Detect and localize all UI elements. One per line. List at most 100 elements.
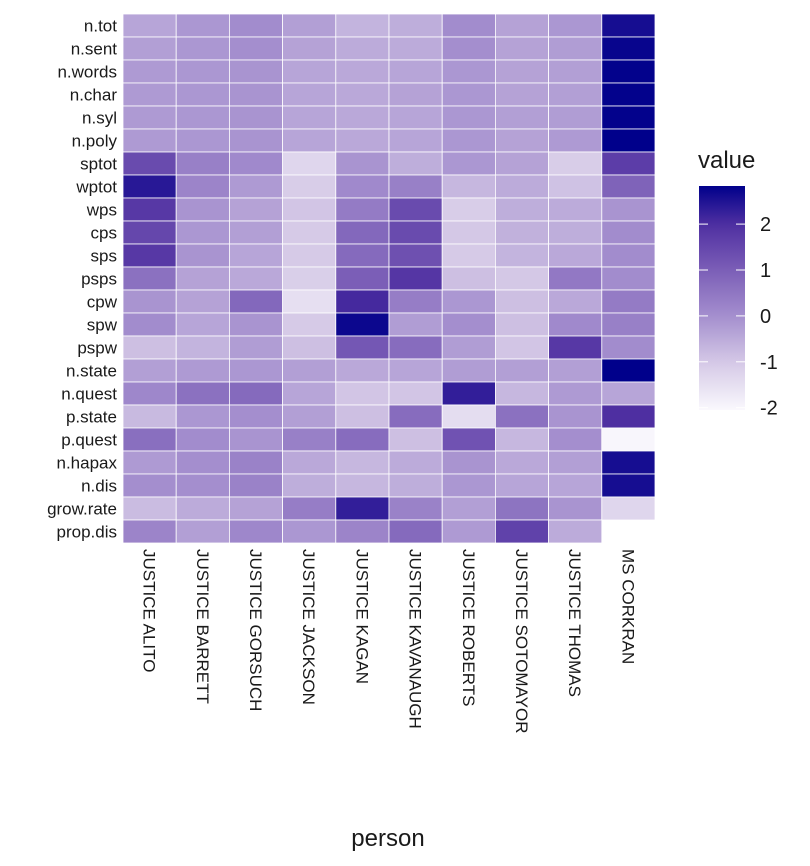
heatmap-cell bbox=[388, 266, 443, 291]
heatmap-cell bbox=[335, 105, 390, 130]
heatmap-cell bbox=[228, 13, 283, 38]
heatmap-cell bbox=[441, 82, 496, 107]
heatmap-cell bbox=[494, 243, 549, 268]
heatmap-cell bbox=[122, 174, 177, 199]
y-tick-label: n.char bbox=[70, 86, 118, 105]
heatmap-cell bbox=[228, 151, 283, 176]
heatmap-cell bbox=[122, 36, 177, 61]
y-axis-labels: n.tot n.sent n.words n.char n.syl n.poly sptot… bbox=[47, 17, 118, 542]
heatmap-cell bbox=[282, 289, 337, 314]
y-tick-label: n.dis bbox=[81, 477, 117, 496]
heatmap-cell bbox=[441, 151, 496, 176]
heatmap-cell bbox=[548, 450, 603, 475]
heatmap-cell bbox=[228, 312, 283, 337]
heatmap-cell bbox=[335, 427, 390, 452]
heatmap-cell bbox=[388, 105, 443, 130]
x-tick-label: JUSTICE JACKSON bbox=[299, 549, 318, 705]
y-tick-label: n.quest bbox=[61, 385, 117, 404]
heatmap-cell bbox=[601, 381, 656, 406]
heatmap-cell bbox=[441, 36, 496, 61]
y-tick-label: wps bbox=[86, 201, 117, 220]
heatmap-cell bbox=[494, 289, 549, 314]
heatmap-cell bbox=[601, 197, 656, 222]
heatmap-cell bbox=[175, 197, 230, 222]
heatmap-cell bbox=[175, 450, 230, 475]
heatmap-cell bbox=[282, 450, 337, 475]
heatmap-cell bbox=[335, 450, 390, 475]
heatmap-cell bbox=[335, 151, 390, 176]
heatmap-cell bbox=[548, 519, 603, 544]
x-tick-label: JUSTICE BARRETT bbox=[193, 549, 212, 704]
heatmap-cell bbox=[494, 427, 549, 452]
x-axis-title: person bbox=[351, 825, 424, 852]
legend-ticks: 2 1 0 -1 -2 bbox=[699, 214, 778, 420]
heatmap-cell bbox=[335, 128, 390, 153]
y-tick-label: sptot bbox=[80, 155, 117, 174]
heatmap-cell bbox=[122, 151, 177, 176]
heatmap-cell bbox=[494, 358, 549, 383]
heatmap-cell bbox=[122, 266, 177, 291]
heatmap-cell bbox=[175, 381, 230, 406]
heatmap-cell bbox=[601, 312, 656, 337]
heatmap-cell bbox=[388, 197, 443, 222]
heatmap-cell bbox=[601, 151, 656, 176]
heatmap-cell bbox=[494, 151, 549, 176]
heatmap-cell bbox=[228, 335, 283, 360]
heatmap-cell bbox=[494, 105, 549, 130]
heatmap-cell bbox=[441, 174, 496, 199]
heatmap-cell bbox=[122, 13, 177, 38]
heatmap-cell bbox=[335, 358, 390, 383]
heatmap-cell bbox=[548, 289, 603, 314]
heatmap-cell bbox=[122, 358, 177, 383]
heatmap-cell bbox=[175, 220, 230, 245]
heatmap-cell bbox=[335, 381, 390, 406]
heatmap-cell bbox=[228, 450, 283, 475]
heatmap-cell bbox=[494, 404, 549, 429]
y-tick-label: psps bbox=[81, 270, 117, 289]
heatmap-cell bbox=[601, 335, 656, 360]
heatmap-cell bbox=[228, 59, 283, 84]
heatmap-cell bbox=[228, 381, 283, 406]
heatmap-cell bbox=[548, 473, 603, 498]
x-tick-label: JUSTICE ALITO bbox=[140, 549, 159, 672]
x-tick-label: JUSTICE GORSUCH bbox=[246, 549, 265, 711]
legend-tick-label: -2 bbox=[760, 398, 778, 420]
heatmap-cell bbox=[548, 82, 603, 107]
heatmap-cell bbox=[282, 59, 337, 84]
heatmap-cell bbox=[122, 220, 177, 245]
heatmap-cell bbox=[122, 59, 177, 84]
heatmap-cell bbox=[441, 358, 496, 383]
heatmap-cell bbox=[175, 519, 230, 544]
heatmap-cell bbox=[282, 473, 337, 498]
heatmap-cell bbox=[548, 151, 603, 176]
heatmap-cell bbox=[335, 59, 390, 84]
heatmap-cell bbox=[282, 105, 337, 130]
heatmap-cell bbox=[282, 496, 337, 521]
heatmap-cell bbox=[548, 427, 603, 452]
heatmap-cell bbox=[122, 105, 177, 130]
heatmap-cell bbox=[601, 128, 656, 153]
x-tick-label: JUSTICE KAVANAUGH bbox=[406, 549, 425, 729]
heatmap-cell bbox=[282, 151, 337, 176]
heatmap-cell bbox=[228, 289, 283, 314]
heatmap-cell bbox=[601, 473, 656, 498]
heatmap-cell bbox=[282, 243, 337, 268]
heatmap-cell bbox=[494, 128, 549, 153]
heatmap-cell bbox=[548, 358, 603, 383]
heatmap-cell bbox=[335, 266, 390, 291]
heatmap-cell bbox=[228, 473, 283, 498]
heatmap-cell bbox=[494, 496, 549, 521]
heatmap-cell bbox=[335, 82, 390, 107]
heatmap-cell bbox=[282, 381, 337, 406]
heatmap-cell bbox=[494, 450, 549, 475]
heatmap-cell bbox=[601, 289, 656, 314]
y-tick-label: n.tot bbox=[84, 17, 117, 36]
heatmap-cell bbox=[388, 59, 443, 84]
heatmap-cell bbox=[335, 243, 390, 268]
x-tick-label: MS CORKRAN bbox=[618, 549, 637, 664]
heatmap-cell bbox=[122, 289, 177, 314]
heatmap-cell bbox=[601, 105, 656, 130]
y-tick-label: pspw bbox=[77, 339, 117, 358]
heatmap-cell bbox=[388, 473, 443, 498]
